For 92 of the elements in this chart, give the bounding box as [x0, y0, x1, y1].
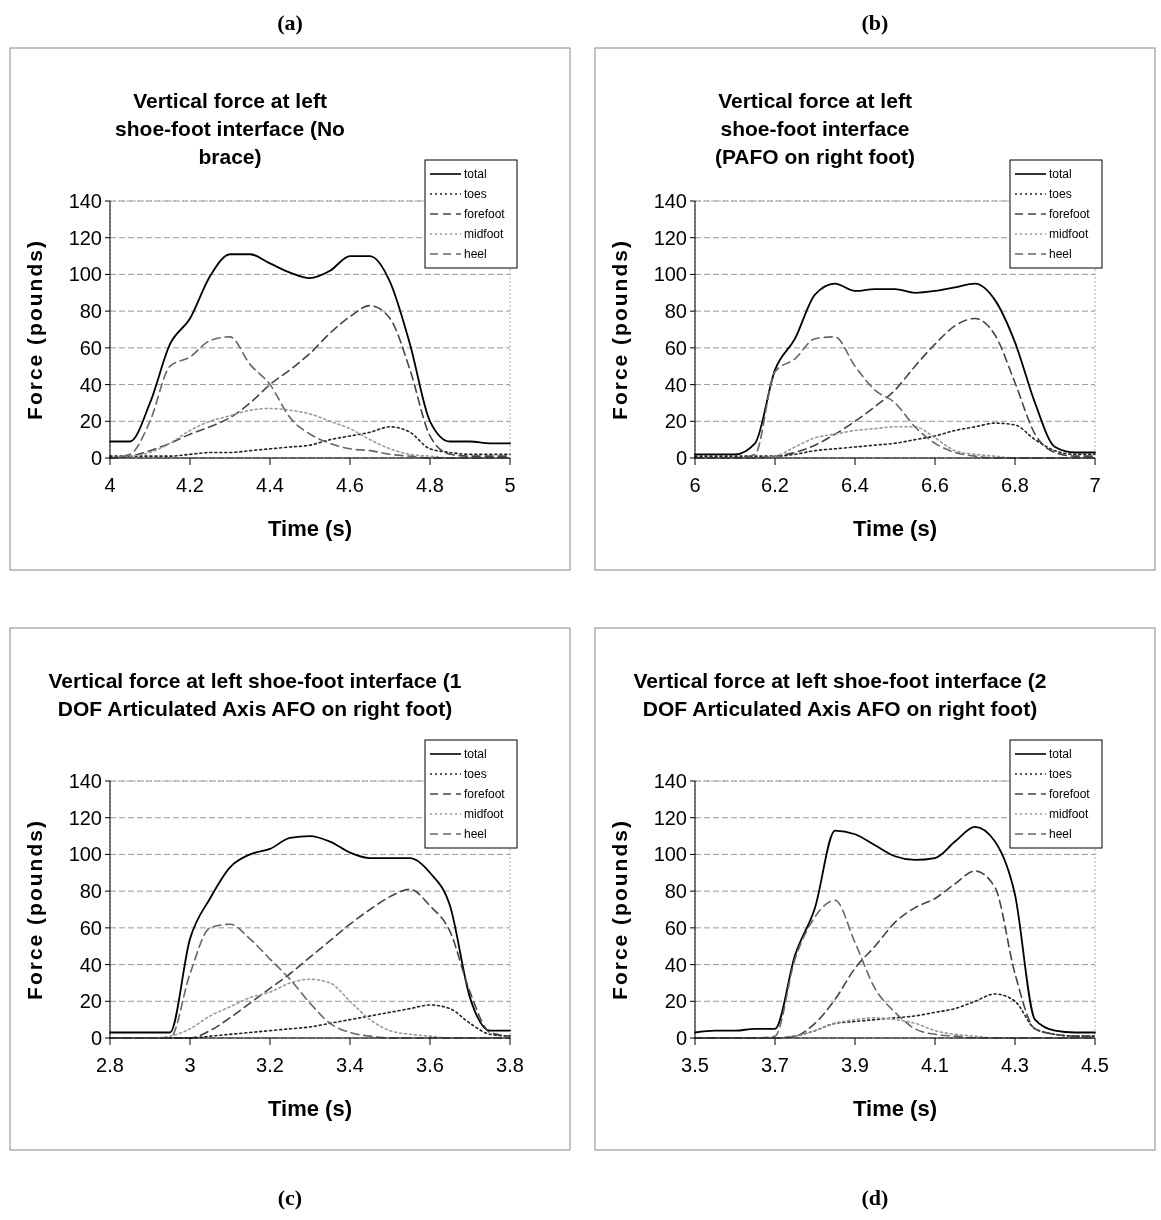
x-axis-title: Time (s) [268, 516, 352, 541]
y-tick-label: 140 [653, 770, 687, 792]
x-tick-label: 3.8 [496, 1054, 524, 1076]
x-tick-label: 6 [689, 474, 701, 496]
chart-title: Vertical force at left shoe-foot interface (No brace) [115, 89, 345, 168]
y-tick-label: 20 [79, 410, 102, 433]
y-tick-label: 100 [653, 843, 687, 866]
legend-label: total [1049, 167, 1072, 181]
x-tick-label: 3.2 [256, 1054, 284, 1076]
x-tick-label: 3.6 [416, 1054, 444, 1076]
legend-label: toes [1049, 767, 1072, 781]
legend-label: toes [1049, 187, 1072, 201]
y-tick-label: 40 [664, 373, 687, 396]
y-axis-title: Force (pounds) [23, 819, 46, 1000]
y-axis-title: Force (pounds) [608, 819, 631, 1000]
y-tick-label: 60 [79, 916, 102, 939]
y-tick-label: 60 [79, 336, 102, 359]
y-tick-label: 120 [653, 226, 687, 249]
y-tick-label: 120 [68, 806, 102, 829]
legend-label: forefoot [1049, 207, 1091, 221]
y-tick-label: 120 [653, 806, 687, 829]
x-tick-label: 7 [1089, 474, 1101, 496]
x-axis-title: Time (s) [853, 516, 937, 541]
y-axis-title: Force (pounds) [23, 239, 46, 420]
x-tick-label: 5 [504, 474, 516, 496]
y-tick-label: 80 [79, 300, 102, 323]
legend-label: total [1049, 747, 1072, 761]
y-tick-label: 100 [68, 263, 102, 286]
legend-label: toes [464, 187, 487, 201]
legend-label: heel [464, 827, 487, 841]
legend-label: midfoot [1049, 227, 1090, 241]
x-tick-label: 4.3 [1001, 1054, 1029, 1076]
x-tick-label: 2.8 [96, 1054, 124, 1076]
x-tick-label: 4.6 [336, 474, 364, 496]
legend-label: midfoot [1049, 807, 1090, 821]
x-axis-title: Time (s) [853, 1096, 937, 1121]
y-tick-label: 80 [79, 880, 102, 903]
x-tick-label: 3.7 [761, 1054, 789, 1076]
y-tick-label: 120 [68, 226, 102, 249]
chart-title: Vertical force at left shoe-foot interface (1 DOF Articulated Axis AFO on right foot) [48, 669, 462, 720]
x-tick-label: 6.8 [1001, 474, 1029, 496]
x-tick-label: 3.5 [681, 1054, 709, 1076]
y-tick-label: 40 [79, 953, 102, 976]
x-tick-label: 4.1 [921, 1054, 949, 1076]
x-tick-label: 4 [104, 474, 116, 496]
x-tick-label: 6.4 [841, 474, 869, 496]
y-tick-label: 60 [664, 916, 687, 939]
x-tick-label: 6.2 [761, 474, 789, 496]
legend-label: heel [464, 247, 487, 261]
y-tick-label: 100 [653, 263, 687, 286]
y-tick-label: 140 [68, 190, 102, 212]
x-tick-label: 3.9 [841, 1054, 869, 1076]
y-tick-label: 80 [664, 880, 687, 903]
y-tick-label: 40 [664, 953, 687, 976]
x-axis-title: Time (s) [268, 1096, 352, 1121]
legend-label: total [464, 747, 487, 761]
y-tick-label: 100 [68, 843, 102, 866]
text: (b) [861, 10, 889, 35]
y-tick-label: 20 [664, 990, 687, 1013]
y-tick-label: 140 [653, 190, 687, 212]
y-tick-label: 20 [664, 410, 687, 433]
legend-label: heel [1049, 827, 1072, 841]
text: (d) [861, 1185, 889, 1210]
y-tick-label: 0 [675, 1027, 687, 1049]
legend-label: midfoot [464, 807, 505, 821]
y-axis-title: Force (pounds) [608, 239, 631, 420]
x-tick-label: 4.5 [1081, 1054, 1109, 1076]
x-tick-label: 4.8 [416, 474, 444, 496]
text: (a) [277, 10, 303, 35]
y-tick-label: 80 [664, 300, 687, 323]
y-tick-label: 40 [79, 373, 102, 396]
y-tick-label: 0 [90, 1027, 102, 1049]
y-tick-label: 20 [79, 990, 102, 1013]
legend-label: total [464, 167, 487, 181]
y-tick-label: 0 [675, 447, 687, 469]
legend-label: forefoot [464, 787, 506, 801]
x-tick-label: 3 [184, 1054, 196, 1076]
y-tick-label: 140 [68, 770, 102, 792]
legend-label: midfoot [464, 227, 505, 241]
y-tick-label: 60 [664, 336, 687, 359]
legend-label: heel [1049, 247, 1072, 261]
x-tick-label: 6.6 [921, 474, 949, 496]
legend-label: forefoot [464, 207, 506, 221]
chart-title: Vertical force at left shoe-foot interface (2 DOF Articulated Axis AFO on right foot) [633, 669, 1047, 720]
text: (c) [277, 1185, 303, 1210]
y-tick-label: 0 [90, 447, 102, 469]
legend-label: toes [464, 767, 487, 781]
x-tick-label: 4.4 [256, 474, 284, 496]
chart-title: Vertical force at left shoe-foot interface (PAFO on right foot) [714, 89, 916, 168]
x-tick-label: 4.2 [176, 474, 204, 496]
x-tick-label: 3.4 [336, 1054, 364, 1076]
legend-label: forefoot [1049, 787, 1091, 801]
